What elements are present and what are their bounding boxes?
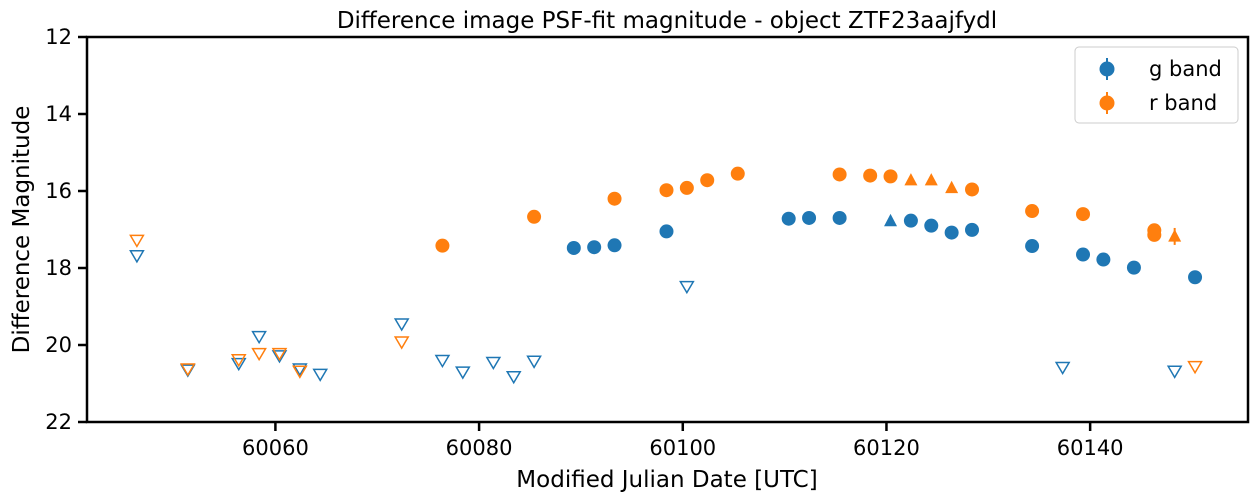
plot-frame — [85, 35, 1250, 424]
r-upper-limit-marker — [230, 354, 247, 368]
x-tick-label: 60100 — [649, 436, 716, 460]
g-triangle-point — [884, 213, 898, 227]
r-triangle-point — [924, 173, 938, 186]
x-tick-label: 60060 — [242, 436, 309, 460]
r-detection-point — [700, 173, 715, 188]
x-tick-label: 60120 — [853, 436, 920, 460]
r-detection-point — [527, 209, 542, 224]
g-upper-limit-marker — [271, 350, 288, 364]
r-detection-point — [1147, 227, 1162, 242]
r-triangle-point — [945, 180, 959, 194]
r-triangle-point — [904, 173, 918, 186]
legend-box — [1074, 46, 1239, 124]
x-axis-ticks: 60060 60080 60100 60120 60140 — [242, 422, 1124, 460]
g-upper-limit-marker — [454, 366, 471, 380]
r-detection-point — [965, 182, 980, 197]
g-detection-point — [944, 225, 959, 240]
g-detection-point — [781, 211, 796, 226]
g-upper-limit-marker — [505, 370, 522, 385]
legend-g-band-marker — [1099, 61, 1115, 77]
r-detection-point — [435, 238, 450, 253]
y-tick-label: 22 — [45, 410, 72, 434]
y-tick-label: 14 — [45, 102, 72, 126]
legend: g band r band — [1074, 46, 1239, 124]
g-upper-limit-marker — [393, 318, 410, 332]
r-detection-point — [679, 180, 694, 195]
r-detection-point — [832, 167, 847, 182]
y-tick-label: 12 — [45, 25, 72, 49]
r-upper-limit-marker — [129, 234, 145, 248]
r-triangle-point — [1168, 229, 1182, 242]
r-upper-limit-marker — [251, 347, 267, 362]
data-marks — [129, 166, 1203, 385]
r-upper-limit-marker — [393, 336, 410, 350]
chart-title: Difference image PSF-fit magnitude - obj… — [337, 8, 997, 34]
r-upper-limit-marker — [292, 365, 308, 379]
g-upper-limit-marker — [526, 355, 542, 369]
r-detection-point — [1076, 207, 1091, 222]
g-detection-point — [607, 238, 622, 253]
g-upper-limit-marker — [129, 250, 145, 264]
g-upper-limit-marker — [230, 357, 247, 372]
x-tick-label: 60140 — [1057, 436, 1124, 460]
g-detection-point — [832, 210, 847, 225]
r-detection-point — [607, 191, 622, 206]
r-detection-point — [730, 166, 745, 181]
x-tick-label: 60080 — [446, 436, 513, 460]
r-detection-point — [883, 169, 898, 184]
g-upper-limit-marker — [292, 363, 308, 377]
r-upper-limit-marker — [271, 347, 288, 362]
g-detection-point — [924, 218, 939, 233]
y-tick-label: 18 — [45, 256, 72, 280]
r-upper-limit-marker — [1187, 360, 1203, 375]
g-detection-point — [903, 213, 918, 228]
r-detection-point — [863, 168, 878, 183]
y-tick-label: 16 — [45, 179, 72, 203]
g-detection-point — [1025, 239, 1040, 254]
g-upper-limit-marker — [679, 280, 695, 295]
legend-r-band-marker — [1099, 95, 1115, 111]
g-detection-point — [1126, 260, 1141, 275]
g-detection-point — [566, 240, 581, 255]
g-upper-limit-marker — [485, 356, 502, 370]
g-detection-point — [1188, 270, 1203, 285]
r-detection-point — [659, 183, 674, 198]
g-detection-point — [1076, 247, 1091, 262]
g-upper-limit-marker — [251, 330, 267, 345]
g-upper-limit-marker — [1054, 361, 1071, 375]
g-detection-point — [659, 224, 674, 239]
legend-g-band-label: g band — [1149, 57, 1222, 81]
g-detection-point — [587, 240, 602, 255]
y-axis-ticks: 12 14 16 18 20 22 — [45, 25, 87, 434]
y-axis-label: Difference Magnitude — [9, 106, 35, 354]
r-upper-limit-marker — [180, 363, 196, 377]
g-upper-limit-marker — [1166, 365, 1183, 379]
g-detection-point — [965, 222, 980, 237]
y-tick-label: 20 — [45, 333, 72, 357]
g-detection-point — [1096, 252, 1111, 267]
g-upper-limit-marker — [434, 354, 451, 369]
r-detection-point — [1025, 204, 1040, 219]
g-upper-limit-marker — [312, 368, 329, 382]
legend-r-band-label: r band — [1149, 91, 1217, 115]
g-detection-point — [802, 210, 817, 225]
x-axis-label: Modified Julian Date [UTC] — [516, 467, 817, 493]
